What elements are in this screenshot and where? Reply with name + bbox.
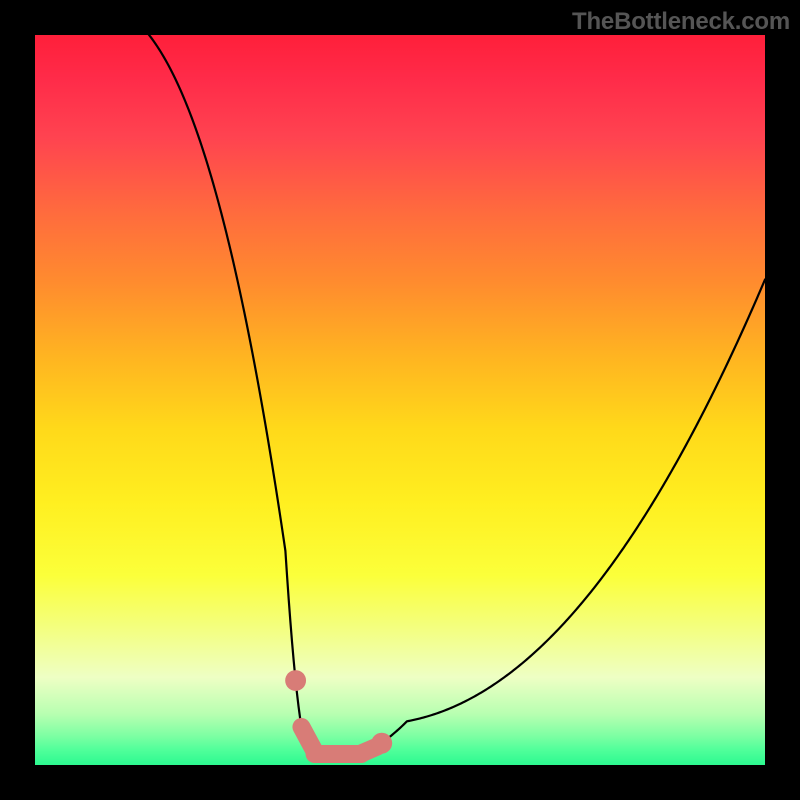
gradient-background [35,35,765,765]
chart-stage: TheBottleneck.com [0,0,800,800]
chart-svg [35,35,765,765]
plot-area [35,35,765,765]
watermark-text: TheBottleneck.com [572,8,790,36]
